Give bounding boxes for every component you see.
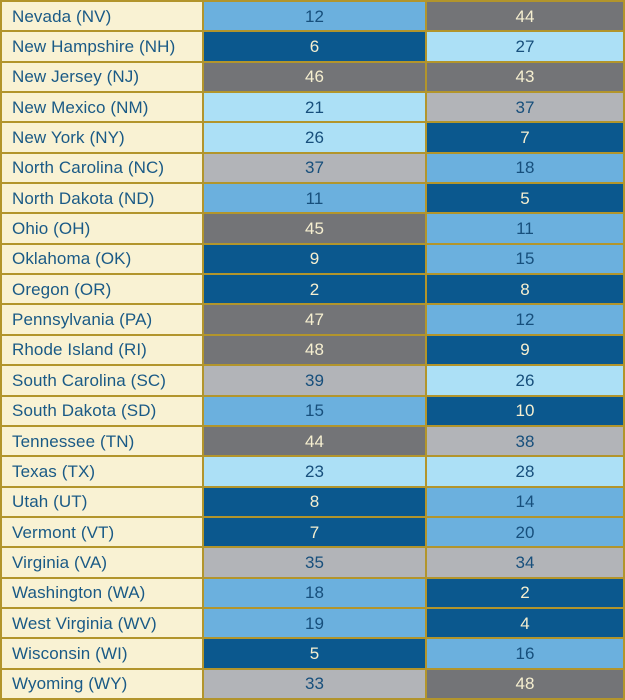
rank-cell-2: 4 — [427, 608, 623, 638]
rank-cell-1: 11 — [204, 184, 425, 213]
rank-cell-2: 7 — [427, 123, 623, 152]
rank-cell-2: 14 — [427, 487, 623, 516]
rank-cell-1: 23 — [204, 457, 425, 486]
state-name-cell: Wyoming (WY) — [2, 669, 202, 698]
rank-cell-2: 38 — [427, 426, 623, 456]
state-name-cell: Vermont (VT) — [2, 517, 202, 547]
rank-cell-1: 46 — [204, 62, 425, 92]
rank-cell-2: 9 — [427, 335, 623, 365]
state-name-cell: New York (NY) — [2, 123, 202, 152]
state-name-cell: Oklahoma (OK) — [2, 244, 202, 274]
rank-cell-2: 26 — [427, 366, 623, 395]
rank-cell-2: 34 — [427, 548, 623, 577]
rank-cell-2: 8 — [427, 275, 623, 304]
state-name-cell: Nevada (NV) — [2, 2, 202, 31]
rank-cell-1: 47 — [204, 305, 425, 334]
state-name-cell: South Dakota (SD) — [2, 396, 202, 425]
rank-cell-2: 48 — [427, 669, 623, 698]
rank-cell-2: 28 — [427, 457, 623, 486]
rank-cell-1: 44 — [204, 426, 425, 456]
state-name-cell: Pennsylvania (PA) — [2, 305, 202, 334]
state-name-cell: West Virginia (WV) — [2, 608, 202, 638]
state-name-cell: New Jersey (NJ) — [2, 62, 202, 92]
state-name-cell: North Carolina (NC) — [2, 153, 202, 183]
rank-cell-1: 21 — [204, 93, 425, 122]
state-name-cell: Wisconsin (WI) — [2, 639, 202, 668]
rank-cell-1: 15 — [204, 396, 425, 425]
rank-cell-1: 33 — [204, 669, 425, 698]
rank-cell-1: 35 — [204, 548, 425, 577]
state-name-cell: Washington (WA) — [2, 578, 202, 607]
rank-cell-2: 12 — [427, 305, 623, 334]
rank-cell-2: 44 — [427, 2, 623, 31]
rank-cell-1: 7 — [204, 517, 425, 547]
state-name-cell: Oregon (OR) — [2, 275, 202, 304]
rank-cell-1: 12 — [204, 2, 425, 31]
rank-cell-2: 5 — [427, 184, 623, 213]
rank-cell-2: 10 — [427, 396, 623, 425]
rank-cell-2: 43 — [427, 62, 623, 92]
rank-cell-1: 48 — [204, 335, 425, 365]
rank-cell-1: 2 — [204, 275, 425, 304]
rank-cell-1: 9 — [204, 244, 425, 274]
rank-cell-2: 18 — [427, 153, 623, 183]
rank-cell-1: 5 — [204, 639, 425, 668]
rank-cell-1: 8 — [204, 487, 425, 516]
state-name-cell: Virginia (VA) — [2, 548, 202, 577]
state-name-cell: Tennessee (TN) — [2, 426, 202, 456]
rank-cell-1: 37 — [204, 153, 425, 183]
rank-cell-2: 11 — [427, 214, 623, 243]
rank-cell-1: 45 — [204, 214, 425, 243]
state-name-cell: New Hampshire (NH) — [2, 32, 202, 61]
rank-cell-1: 18 — [204, 578, 425, 607]
state-name-cell: Rhode Island (RI) — [2, 335, 202, 365]
rank-cell-2: 2 — [427, 578, 623, 607]
rank-cell-1: 6 — [204, 32, 425, 61]
rank-cell-2: 37 — [427, 93, 623, 122]
rank-cell-2: 27 — [427, 32, 623, 61]
state-name-cell: Texas (TX) — [2, 457, 202, 486]
rank-cell-1: 39 — [204, 366, 425, 395]
rank-cell-1: 26 — [204, 123, 425, 152]
state-name-cell: New Mexico (NM) — [2, 93, 202, 122]
state-name-cell: Utah (UT) — [2, 487, 202, 516]
state-name-cell: South Carolina (SC) — [2, 366, 202, 395]
rank-cell-2: 20 — [427, 517, 623, 547]
rank-cell-2: 16 — [427, 639, 623, 668]
state-name-cell: North Dakota (ND) — [2, 184, 202, 213]
state-name-cell: Ohio (OH) — [2, 214, 202, 243]
rank-cell-2: 15 — [427, 244, 623, 274]
rank-cell-1: 19 — [204, 608, 425, 638]
